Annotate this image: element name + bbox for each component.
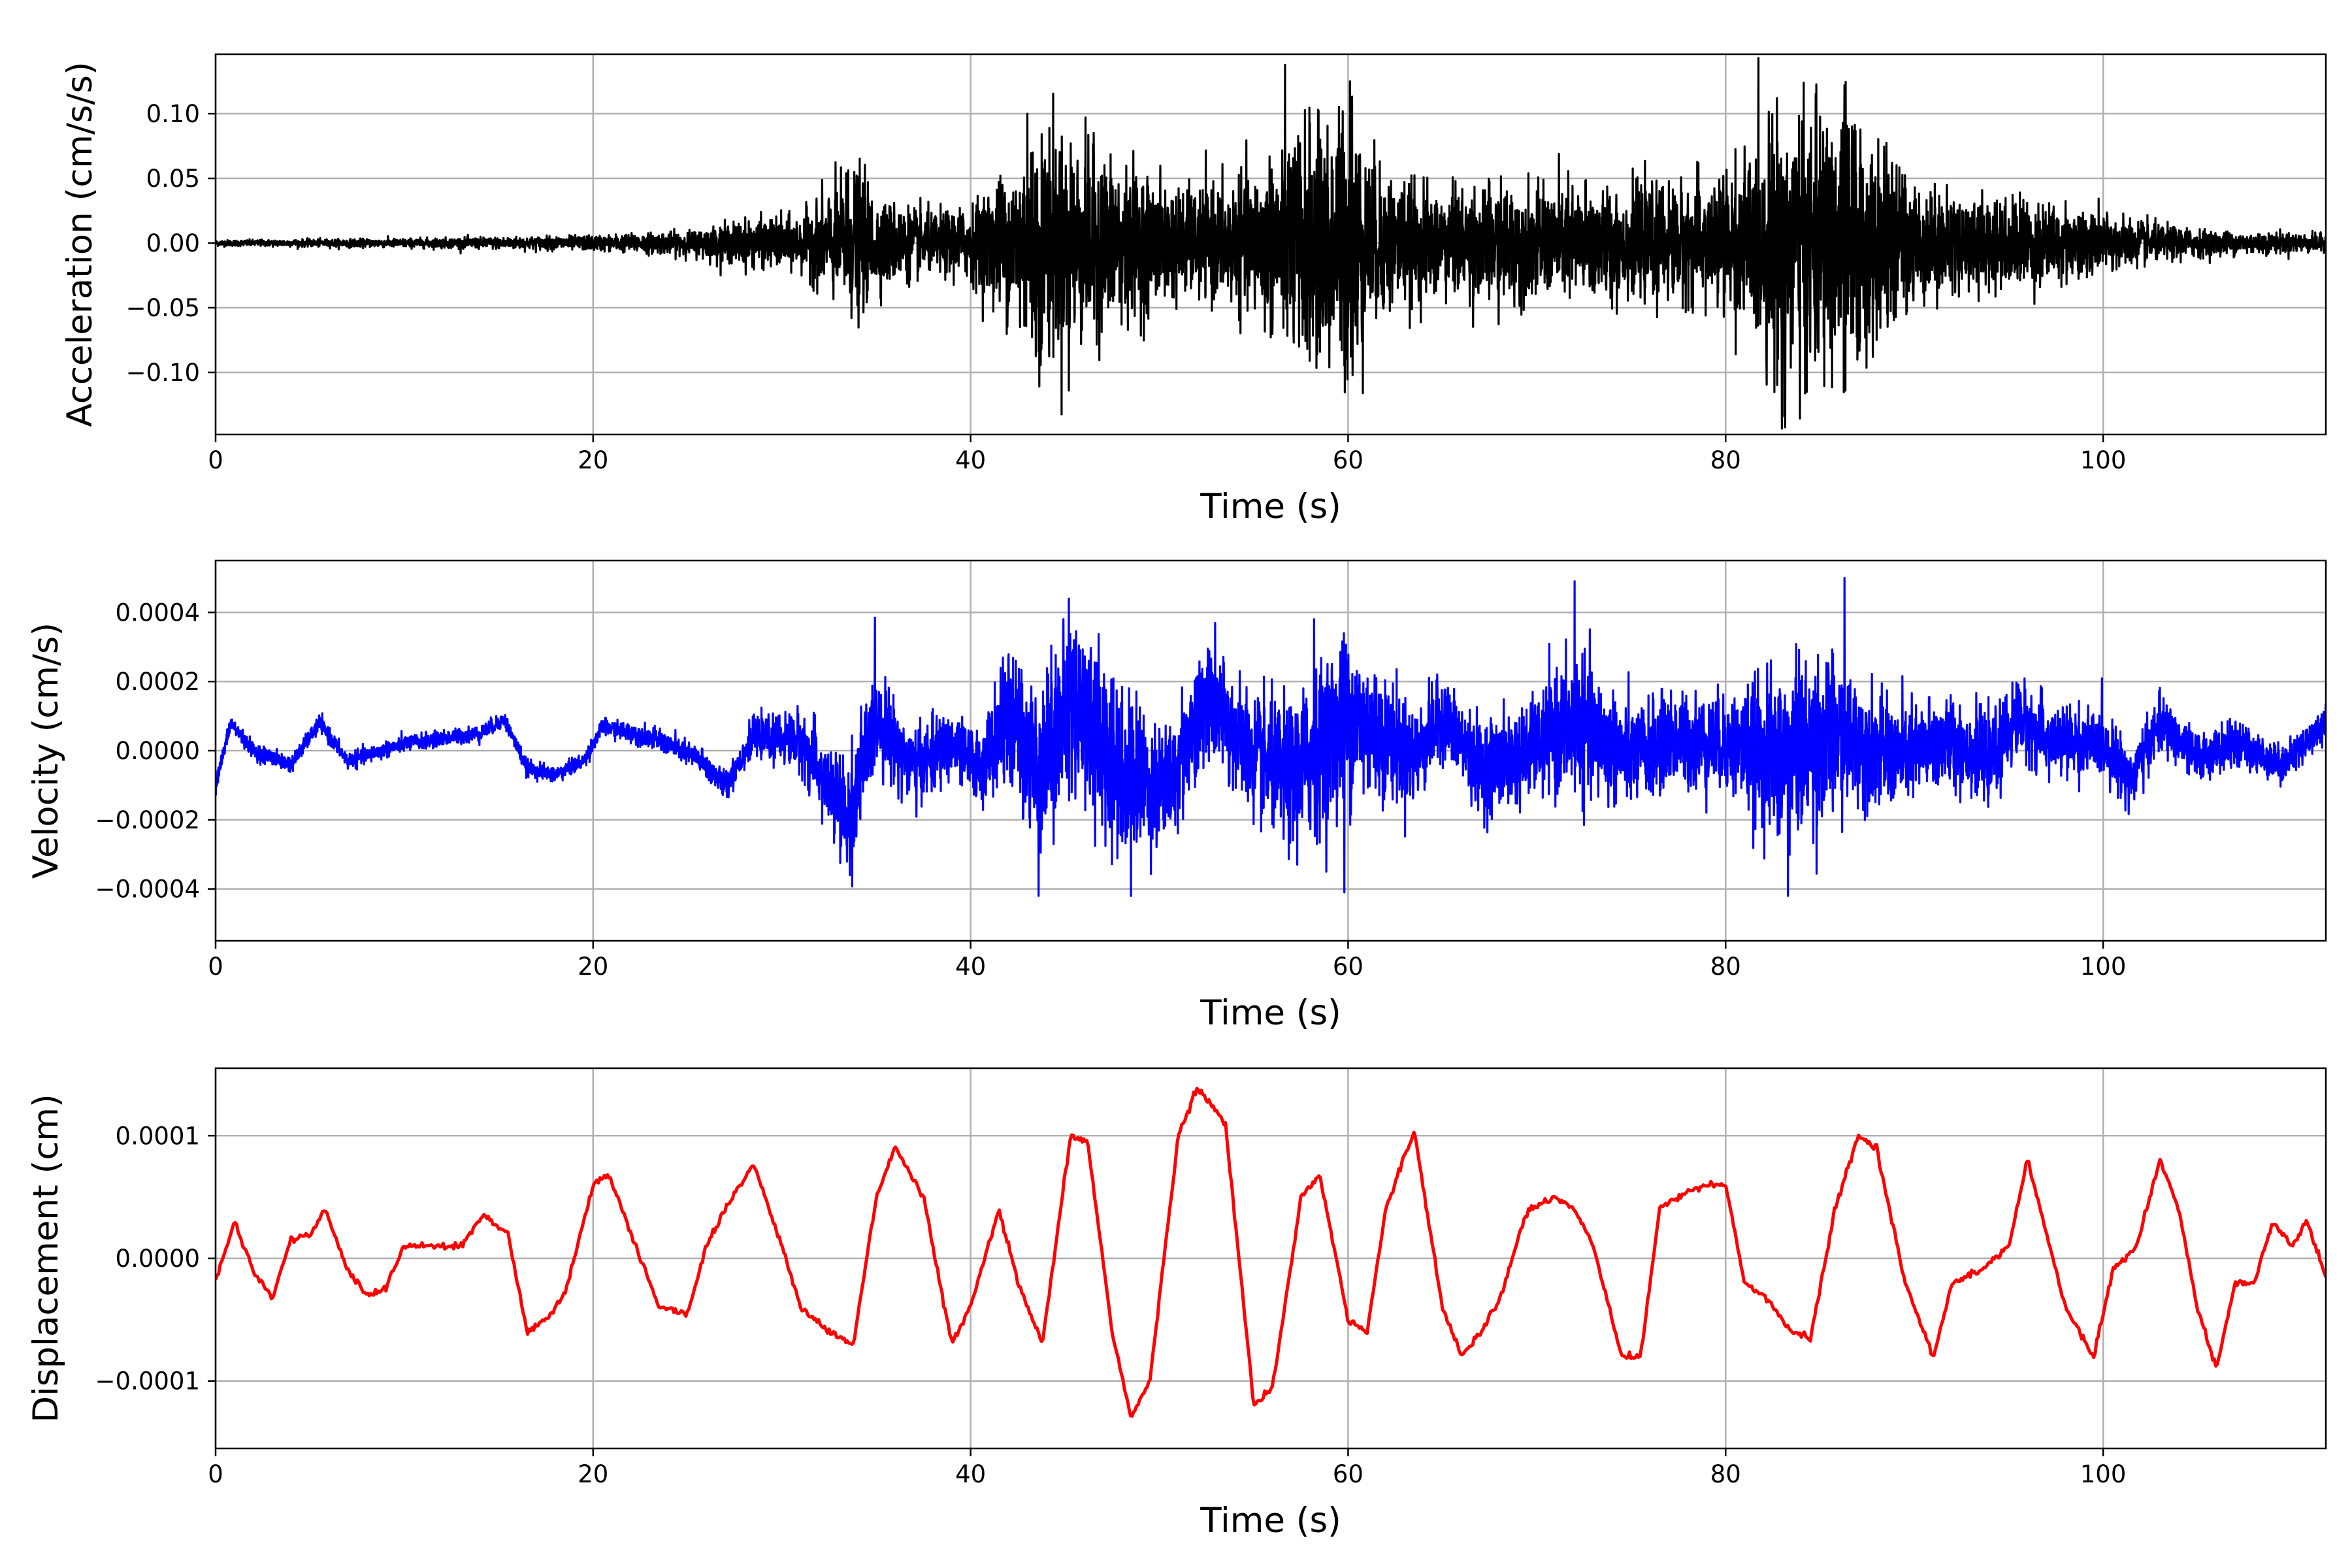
x-tick-label: 40	[955, 446, 986, 474]
x-tick-label: 80	[1710, 1460, 1741, 1488]
x-axis-label: Time (s)	[1200, 1501, 1341, 1541]
x-tick-label: 100	[2080, 1460, 2127, 1488]
x-tick-label: 80	[1710, 446, 1741, 474]
x-tick-label: 40	[955, 1460, 986, 1488]
series-line	[216, 57, 2326, 430]
x-tick-label: 20	[578, 953, 608, 981]
x-tick-label: 0	[208, 446, 223, 474]
y-tick-label: 0.10	[146, 100, 200, 128]
y-axis-label: Displacement (cm)	[26, 1094, 66, 1422]
grid	[214, 1068, 2326, 1448]
displacement-panel: 0 20 40 60 80 100 0.0001 0.0000 −0.0001 Time (s) D…	[26, 1067, 2327, 1541]
x-axis-label: Time (s)	[1200, 487, 1341, 527]
x-tick-label: 20	[578, 1460, 608, 1488]
y-tick-label: 0.0000	[116, 737, 200, 765]
x-tick-label: 20	[578, 446, 608, 474]
x-tick-label: 100	[2080, 953, 2127, 981]
y-tick-label: 0.0004	[116, 598, 200, 627]
y-tick-label: 0.05	[146, 165, 200, 193]
y-axis-label: Acceleration (cm/s/s)	[60, 61, 100, 427]
y-tick-label: −0.05	[126, 294, 200, 322]
panels: 0 20 40 60 80 100 0.10 0.05 0.00 −0.05 −0.10 Time (…	[26, 53, 2327, 1541]
y-tick-label: −0.0001	[95, 1367, 200, 1396]
x-tick-label: 0	[208, 1460, 223, 1488]
y-tick-label: −0.0002	[95, 806, 200, 834]
x-tick-label: 100	[2080, 446, 2127, 474]
x-tick-label: 0	[208, 953, 223, 981]
y-tick-label: 0.0000	[116, 1245, 200, 1273]
series-line	[216, 576, 2326, 897]
velocity-panel: 0 20 40 60 80 100 0.0004 0.0002 0.0000 −0.0002 −0.…	[26, 559, 2327, 1033]
x-tick-label: 60	[1333, 953, 1364, 981]
y-axis-label: Velocity (cm/s)	[26, 623, 66, 879]
x-tick-label: 40	[955, 953, 986, 981]
y-tick-label: 0.0002	[116, 668, 200, 696]
y-tick-label: −0.10	[126, 359, 200, 387]
y-tick-label: 0.0001	[116, 1122, 200, 1150]
y-tick-label: −0.0004	[95, 875, 200, 904]
x-axis-label: Time (s)	[1200, 993, 1341, 1033]
y-tick-label: 0.00	[146, 229, 200, 257]
x-tick-label: 60	[1333, 446, 1364, 474]
axes-frame	[214, 53, 2327, 436]
x-tick-label: 60	[1333, 1460, 1364, 1488]
acceleration-panel: 0 20 40 60 80 100 0.10 0.05 0.00 −0.05 −0.10 Time (…	[60, 53, 2327, 527]
series-line	[216, 1086, 2326, 1418]
x-tick-label: 80	[1710, 953, 1741, 981]
